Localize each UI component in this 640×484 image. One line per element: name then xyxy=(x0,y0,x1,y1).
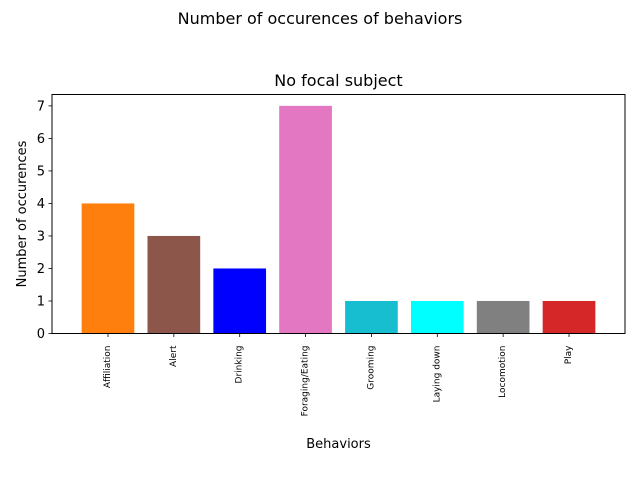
chart-title: No focal subject xyxy=(274,71,402,90)
x-axis-label: Behaviors xyxy=(306,437,371,452)
bars-layer xyxy=(81,105,596,334)
x-tick-label-alert: Alert xyxy=(169,345,179,367)
y-tick-label-6: 6 xyxy=(37,132,45,147)
y-axis-label: Number of occurences xyxy=(15,140,30,287)
x-tick-label-foraging-eating: Foraging/Eating xyxy=(301,346,311,417)
y-tick-label-3: 3 xyxy=(37,229,45,244)
y-tick-label-0: 0 xyxy=(37,327,45,342)
y-tick-label-4: 4 xyxy=(37,197,45,212)
y-tick-label-1: 1 xyxy=(37,294,45,309)
bar-drinking xyxy=(213,268,267,334)
x-tick-label-drinking: Drinking xyxy=(235,346,245,384)
x-tick-label-affiliation: Affiliation xyxy=(103,346,113,389)
figure-suptitle: Number of occurences of behaviors xyxy=(178,9,463,28)
bar-alert xyxy=(147,235,201,334)
x-tick-label-locomotion: Locomotion xyxy=(498,346,508,398)
bar-foraging-eating xyxy=(279,105,332,334)
x-tick-label-play: Play xyxy=(564,345,574,364)
bar-play xyxy=(542,300,596,334)
x-axis-ticks: Affiliation Alert Drinking Foraging/Eating G… xyxy=(103,333,574,417)
y-tick-label-7: 7 xyxy=(37,99,45,114)
bar-affiliation xyxy=(81,203,135,334)
y-tick-label-2: 2 xyxy=(37,262,45,277)
plot-frame xyxy=(51,94,626,334)
x-tick-label-laying-down: Laying down xyxy=(432,346,442,403)
x-tick-label-grooming: Grooming xyxy=(366,346,376,390)
y-tick-label-5: 5 xyxy=(37,164,45,179)
bar-grooming xyxy=(345,300,398,334)
bar-laying-down xyxy=(410,300,464,334)
bar-locomotion xyxy=(476,300,530,334)
y-axis-ticks: 0 1 2 3 4 5 6 7 xyxy=(37,99,52,342)
